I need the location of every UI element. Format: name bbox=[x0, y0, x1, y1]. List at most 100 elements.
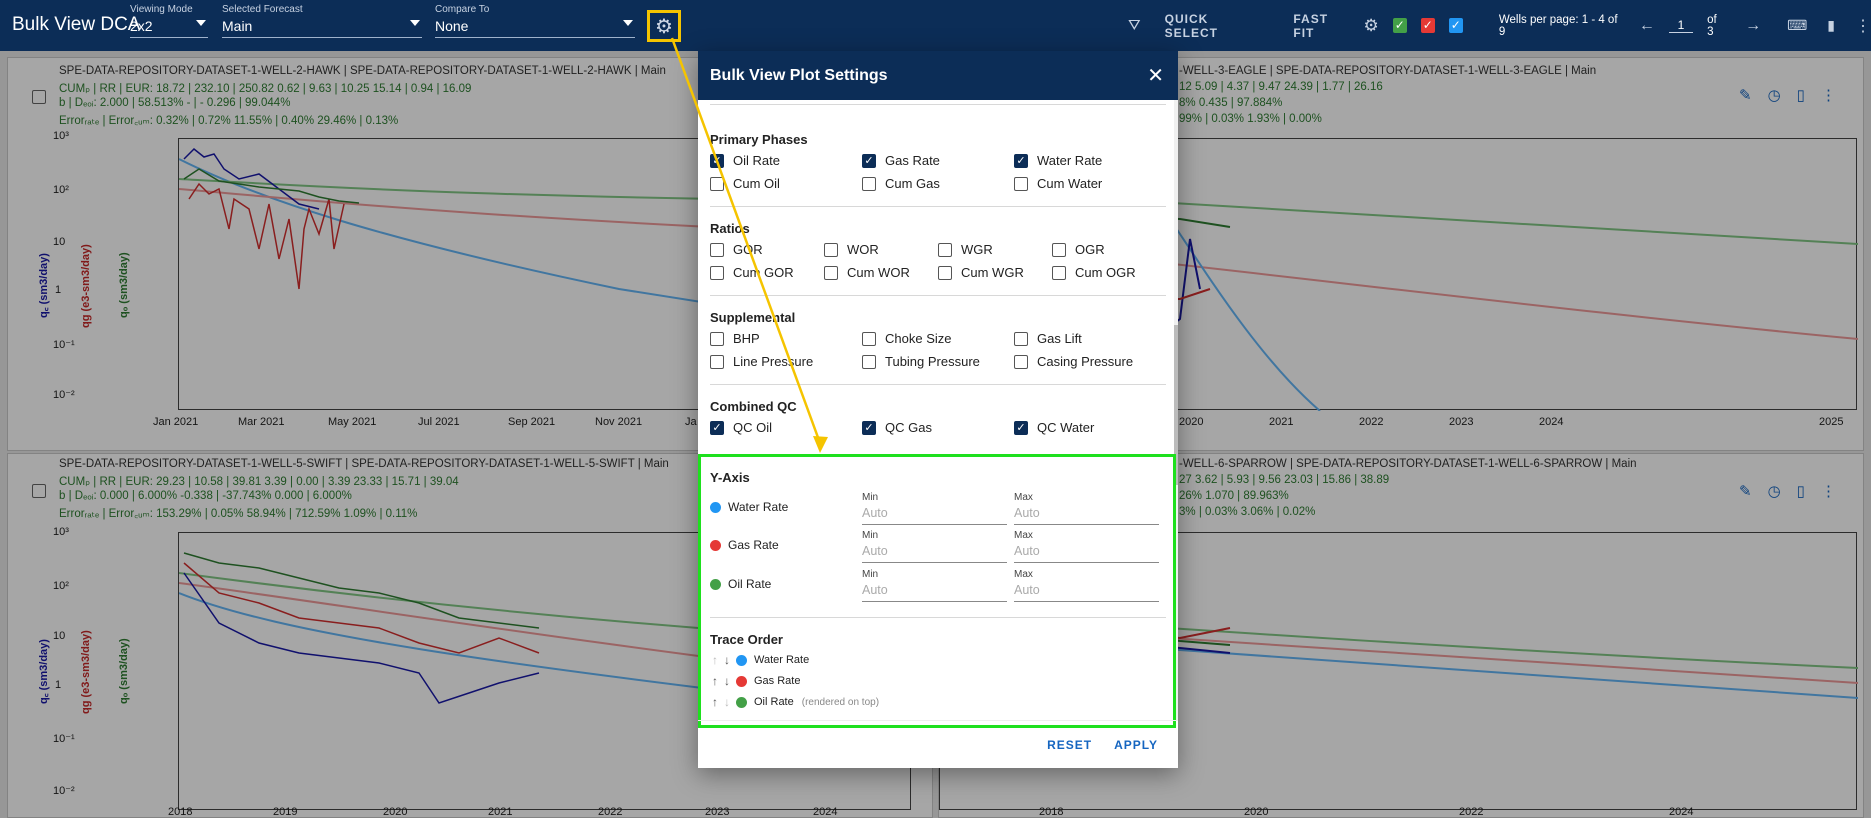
x-tick: 2018 bbox=[1039, 806, 1064, 818]
plot-settings-gear-button[interactable]: ⚙ bbox=[647, 10, 681, 42]
line-pressure-checkbox[interactable]: Line Pressure bbox=[710, 354, 813, 369]
oil-rate-checkbox[interactable]: ✓ Oil Rate bbox=[710, 153, 780, 168]
selected-forecast-value: Main bbox=[222, 18, 253, 34]
panel-title: SPE-DATA-REPOSITORY-DATASET-1-WELL-2-HAW… bbox=[59, 65, 666, 77]
x-tick: 2021 bbox=[488, 806, 513, 818]
x-tick: 2020 bbox=[383, 806, 408, 818]
arrow-up-icon[interactable]: ↑ bbox=[712, 695, 718, 709]
arrow-down-icon[interactable]: ↓ bbox=[724, 653, 730, 667]
bhp-checkbox[interactable]: BHP bbox=[710, 331, 760, 346]
cum-gor-checkbox[interactable]: Cum GOR bbox=[710, 265, 794, 280]
reset-button[interactable]: RESET bbox=[1047, 737, 1093, 752]
water-max-input[interactable]: Max Auto bbox=[1014, 492, 1159, 525]
selected-forecast-label: Selected Forecast bbox=[222, 4, 303, 15]
gas-lift-checkbox[interactable]: Gas Lift bbox=[1014, 331, 1082, 346]
panel-error-line: Errorᵣₐₜₑ | Error꜀ᵤₘ: 153.29% | 0.05% 58… bbox=[59, 508, 418, 520]
x-tick: Nov 2021 bbox=[595, 416, 643, 428]
oil-max-input[interactable]: Max Auto bbox=[1014, 569, 1159, 602]
oil-min-input[interactable]: Min Auto bbox=[862, 569, 1007, 602]
panel-select-checkbox[interactable] bbox=[32, 484, 46, 498]
selected-forecast-select[interactable]: Selected Forecast Main bbox=[222, 2, 422, 38]
bookmark-icon[interactable]: ▮ bbox=[1827, 17, 1835, 33]
fast-fit-button[interactable]: FAST FIT bbox=[1293, 11, 1329, 40]
water-min-input[interactable]: Min Auto bbox=[862, 492, 1007, 525]
x-tick: Jul 2021 bbox=[418, 416, 460, 428]
gas-dot-icon bbox=[710, 539, 721, 551]
arrow-right-icon[interactable]: → bbox=[1745, 16, 1762, 34]
cum-oil-checkbox[interactable]: Cum Oil bbox=[710, 176, 780, 191]
choke-size-checkbox[interactable]: Choke Size bbox=[862, 331, 951, 346]
y-tick: 10⁻¹ bbox=[53, 339, 75, 351]
casing-pressure-checkbox[interactable]: Casing Pressure bbox=[1014, 354, 1133, 369]
water-rate-series bbox=[183, 147, 320, 210]
chevron-down-icon bbox=[196, 20, 206, 26]
water-dot-icon bbox=[736, 654, 747, 666]
compare-to-select[interactable]: Compare To None bbox=[435, 2, 635, 38]
gas-rate-checkbox[interactable]: ✓ Gas Rate bbox=[862, 153, 940, 168]
gas-min-input[interactable]: Min Auto bbox=[862, 530, 1007, 563]
app-title: Bulk View DCA bbox=[12, 14, 141, 35]
cum-ogr-checkbox[interactable]: Cum OGR bbox=[1052, 265, 1136, 280]
wor-checkbox[interactable]: WOR bbox=[824, 242, 879, 257]
x-tick: Mar 2021 bbox=[238, 416, 285, 428]
panel-cum-line: 27 3.62 | 5.93 | 9.56 23.03 | 15.86 | 38… bbox=[1179, 474, 1390, 486]
gor-checkbox[interactable]: GOR bbox=[710, 242, 763, 257]
x-tick: 2021 bbox=[1269, 416, 1294, 428]
close-icon[interactable]: ✕ bbox=[1147, 65, 1164, 87]
panel-cum-line: 12 5.09 | 4.37 | 9.47 24.39 | 1.77 | 26.… bbox=[1179, 81, 1383, 93]
arrow-up-icon[interactable]: ↑ bbox=[712, 653, 718, 667]
phone-icon[interactable]: ▯ bbox=[1796, 483, 1805, 500]
qc-oil-checkbox[interactable]: ✓ QC Oil bbox=[710, 420, 772, 435]
arrow-down-icon[interactable]: ↓ bbox=[724, 695, 730, 709]
oil-dot-icon bbox=[710, 578, 721, 590]
dialog-body[interactable]: Primary Phases ✓ Oil Rate ✓ Gas Rate ✓ Wate… bbox=[698, 100, 1178, 720]
arrow-left-icon[interactable]: ← bbox=[1638, 16, 1655, 34]
green-checkbox-icon[interactable]: ✓ bbox=[1392, 18, 1407, 33]
apply-button[interactable]: APPLY bbox=[1114, 737, 1158, 752]
more-vert-icon[interactable]: ⋮ bbox=[1820, 87, 1836, 104]
more-vert-icon[interactable]: ⋮ bbox=[1820, 483, 1836, 500]
viewing-mode-select[interactable]: Viewing Mode 2x2 bbox=[130, 2, 208, 38]
panel-select-checkbox[interactable] bbox=[32, 90, 46, 104]
arrow-up-icon[interactable]: ↑ bbox=[712, 674, 718, 688]
keyboard-icon[interactable]: ⌨ bbox=[1787, 17, 1808, 33]
rendered-on-top-note: (rendered on top) bbox=[801, 696, 880, 708]
wgr-checkbox[interactable]: WGR bbox=[938, 242, 993, 257]
water-rate-checkbox[interactable]: ✓ Water Rate bbox=[1014, 153, 1102, 168]
dialog-footer: RESET APPLY bbox=[698, 720, 1178, 768]
panel-error-line: 99% | 0.03% 1.93% | 0.00% bbox=[1179, 113, 1322, 125]
water-forecast-line bbox=[178, 158, 932, 340]
dialog-scrollbar[interactable] bbox=[1174, 100, 1178, 720]
red-checkbox-icon[interactable]: ✓ bbox=[1420, 18, 1435, 33]
qc-water-checkbox[interactable]: ✓ QC Water bbox=[1014, 420, 1094, 435]
blue-checkbox-icon[interactable]: ✓ bbox=[1448, 18, 1463, 33]
arrow-down-icon[interactable]: ↓ bbox=[724, 674, 730, 688]
panel-b-line: b | Dₑₒᵢ: 2.000 | 58.513% - | - 0.296 | … bbox=[59, 97, 291, 109]
history-icon[interactable]: ◷ bbox=[1767, 87, 1781, 104]
chevron-down-icon bbox=[410, 20, 420, 26]
y-tick: 10⁻² bbox=[53, 785, 75, 797]
edit-icon[interactable]: ✎ bbox=[1739, 87, 1752, 104]
phone-icon[interactable]: ▯ bbox=[1796, 87, 1805, 104]
history-icon[interactable]: ◷ bbox=[1767, 483, 1781, 500]
filter-icon[interactable]: ⛛ bbox=[1128, 17, 1141, 34]
x-tick: Sep 2021 bbox=[508, 416, 556, 428]
edit-icon[interactable]: ✎ bbox=[1739, 483, 1752, 500]
tubing-pressure-checkbox[interactable]: Tubing Pressure bbox=[862, 354, 980, 369]
gas-dot-icon bbox=[736, 675, 747, 687]
qc-gas-checkbox[interactable]: ✓ QC Gas bbox=[862, 420, 932, 435]
cum-wgr-checkbox[interactable]: Cum WGR bbox=[938, 265, 1024, 280]
ogr-checkbox[interactable]: OGR bbox=[1052, 242, 1105, 257]
quick-select-button[interactable]: QUICK SELECT bbox=[1164, 11, 1218, 40]
cum-wor-checkbox[interactable]: Cum WOR bbox=[824, 265, 910, 280]
more-vert-icon[interactable]: ⋮ bbox=[1855, 17, 1871, 35]
trace-item-oil: ↑ ↓ Oil Rate (rendered on top) bbox=[712, 695, 880, 709]
cum-water-checkbox[interactable]: Cum Water bbox=[1014, 176, 1102, 191]
primary-phases-title: Primary Phases bbox=[710, 132, 808, 147]
cum-gas-checkbox[interactable]: Cum Gas bbox=[862, 176, 940, 191]
gas-max-input[interactable]: Max Auto bbox=[1014, 530, 1159, 563]
fast-fit-gear-icon[interactable]: ⚙ bbox=[1363, 15, 1379, 35]
y-axis-row-oil: Oil Rate bbox=[710, 577, 771, 591]
panel-title: SPE-DATA-REPOSITORY-DATASET-1-WELL-5-SWI… bbox=[59, 458, 669, 470]
page-number-input[interactable]: 1 bbox=[1668, 18, 1694, 33]
